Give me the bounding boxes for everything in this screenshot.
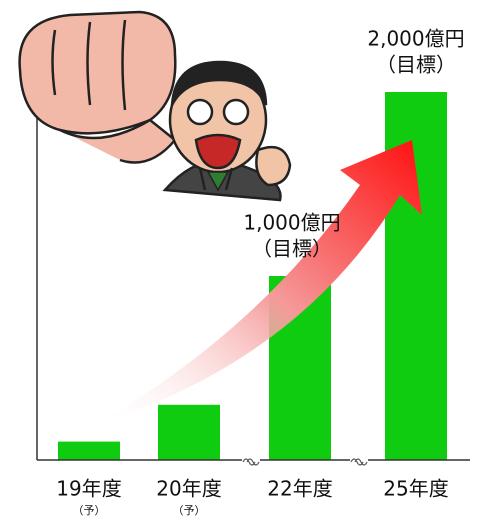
axis-break [242,453,368,467]
value-note: （目標） [376,53,456,77]
growth-arrow [95,140,422,425]
value-note: （目標） [252,237,332,261]
x-tick-label: 20年度 [156,477,221,501]
bar [58,441,120,460]
bar [158,404,220,460]
x-tick-label: 25年度 [383,477,448,501]
category-note: （予） [73,504,106,517]
x-tick-label: 19年度 [56,477,121,501]
x-tick-label: 22年度 [267,477,332,501]
illustration [18,10,292,202]
value-label: 2,000億円 [367,27,464,51]
category-note: （予） [173,504,206,517]
value-label: 1,000億円 [243,211,340,235]
bar [385,92,447,460]
